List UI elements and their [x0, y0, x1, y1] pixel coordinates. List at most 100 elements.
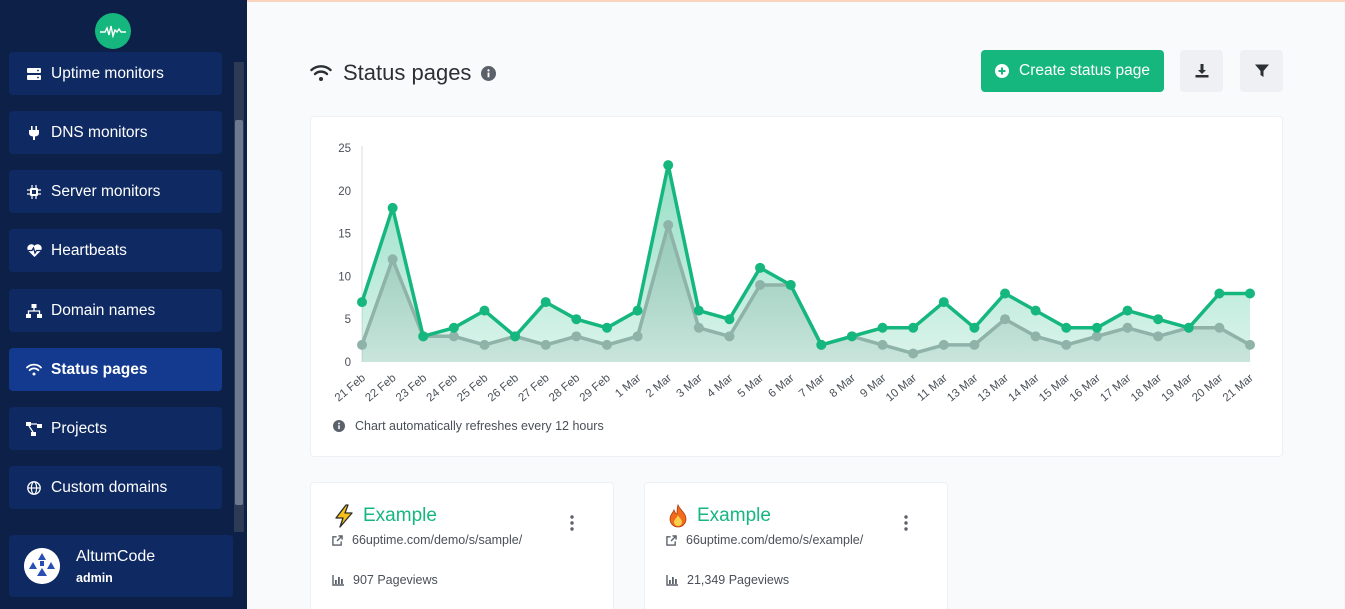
chart-note-text: Chart automatically refreshes every 12 h… [355, 419, 604, 433]
y-tick-label: 25 [338, 143, 351, 155]
x-tick-label: 6 Mar [766, 372, 796, 400]
series-1-point [1061, 339, 1072, 350]
series-0-point [632, 305, 643, 316]
more-vertical-icon[interactable] [569, 515, 575, 531]
status-page-url-text: 66uptime.com/demo/s/example/ [686, 533, 864, 547]
status-page-card: Example 66uptime.com/demo/s/sample/ 907 … [310, 482, 614, 609]
y-tick-label: 10 [338, 271, 351, 283]
status-page-url[interactable]: 66uptime.com/demo/s/example/ [666, 533, 863, 547]
pageviews-text: 21,349 Pageviews [687, 573, 790, 587]
create-status-page-button[interactable]: Create status page [981, 50, 1164, 92]
series-0-point [601, 322, 612, 333]
series-0-point [540, 297, 551, 308]
create-status-page-label: Create status page [1019, 62, 1150, 79]
series-0-area [362, 165, 1250, 362]
y-tick-label: 0 [345, 357, 351, 369]
microchip-icon [26, 184, 42, 200]
series-1-point [1122, 322, 1133, 333]
series-0-point [418, 331, 429, 342]
plus-circle-icon [995, 64, 1009, 78]
series-1-point [479, 339, 490, 350]
x-tick-label: 5 Mar [736, 372, 766, 400]
series-1-point [540, 339, 551, 350]
logo-heartbeat-icon[interactable] [95, 13, 131, 49]
sidebar-item-uptime-monitors[interactable]: Uptime monitors [9, 52, 222, 95]
globe-icon [26, 480, 42, 496]
wifi-icon [26, 362, 42, 378]
x-tick-label: 15 Mar [1037, 372, 1072, 404]
x-tick-label: 24 Feb [425, 372, 460, 404]
series-0-point [1183, 322, 1194, 333]
series-0-point [357, 297, 367, 308]
series-0-line [360, 163, 1250, 347]
fire-icon [669, 504, 687, 528]
download-button[interactable] [1180, 50, 1223, 92]
x-tick-label: 14 Mar [1006, 372, 1041, 404]
status-page-title[interactable]: Example [697, 505, 771, 526]
sidebar-item-projects[interactable]: Projects [9, 407, 222, 450]
x-tick-label: 17 Mar [1098, 372, 1133, 404]
plug-icon [26, 125, 42, 141]
series-1-point [448, 331, 459, 342]
series-1-point [1245, 339, 1255, 350]
external-link-icon [666, 534, 677, 546]
status-page-title[interactable]: Example [363, 505, 437, 526]
user-name: AltumCode [76, 548, 156, 565]
scrollbar-thumb[interactable] [235, 120, 243, 505]
sidebar-item-label: Server monitors [51, 182, 161, 200]
status-page-url-text: 66uptime.com/demo/s/sample/ [352, 533, 523, 547]
series-0-point [1153, 314, 1164, 325]
sidebar-item-status-pages[interactable]: Status pages [9, 348, 222, 391]
series-1-point [908, 348, 919, 359]
page-header: Status pages [310, 58, 497, 88]
x-tick-label: 16 Mar [1068, 372, 1103, 404]
status-page-card: Example 66uptime.com/demo/s/example/ 21,… [644, 482, 948, 609]
sidebar-item-label: Projects [51, 419, 107, 437]
series-0-point [571, 314, 582, 325]
external-link-icon [332, 534, 343, 546]
x-tick-label: 7 Mar [797, 372, 827, 400]
more-vertical-icon[interactable] [903, 515, 909, 531]
x-tick-label: 1 Mar [613, 372, 643, 400]
sidebar-item-domain-names[interactable]: Domain names [9, 289, 222, 332]
sidebar-item-server-monitors[interactable]: Server monitors [9, 170, 222, 213]
sidebar-item-dns-monitors[interactable]: DNS monitors [9, 111, 222, 154]
x-tick-label: 26 Feb [486, 372, 521, 404]
filter-button[interactable] [1240, 50, 1283, 92]
series-1-area [362, 225, 1250, 362]
x-tick-label: 3 Mar [675, 372, 705, 400]
x-tick-label: 29 Feb [578, 372, 613, 404]
series-1-point [601, 339, 612, 350]
x-tick-label: 28 Feb [547, 372, 582, 404]
y-tick-label: 5 [345, 314, 351, 326]
pageviews-text: 907 Pageviews [353, 573, 438, 587]
info-icon [333, 420, 345, 432]
series-0-point [1030, 305, 1041, 316]
series-1-point [632, 331, 643, 342]
user-menu[interactable]: AltumCode admin [9, 535, 233, 597]
sidebar-item-custom-domains[interactable]: Custom domains [9, 466, 222, 509]
series-1-point [1000, 314, 1011, 325]
x-tick-label: 21 Mar [1221, 372, 1256, 404]
avatar [24, 548, 60, 584]
x-tick-label: 27 Feb [517, 372, 552, 404]
series-1-point [877, 339, 888, 350]
x-tick-label: 11 Mar [915, 372, 950, 404]
series-1-point [357, 339, 367, 350]
sidebar-scrollbar[interactable] [234, 62, 244, 532]
chart-bar-icon [332, 574, 344, 586]
status-page-url[interactable]: 66uptime.com/demo/s/sample/ [332, 533, 522, 547]
x-tick-label: 13 Mar [945, 372, 980, 404]
series-0-point [908, 322, 919, 333]
x-tick-label: 10 Mar [884, 372, 919, 404]
x-tick-label: 19 Mar [1160, 372, 1195, 404]
series-0-point [448, 322, 459, 333]
wifi-icon [310, 65, 332, 81]
server-icon [26, 66, 42, 82]
info-icon[interactable] [481, 65, 497, 81]
series-0-point [1091, 322, 1102, 333]
status-page-pageviews: 907 Pageviews [332, 573, 438, 587]
sidebar-item-heartbeats[interactable]: Heartbeats [9, 229, 222, 272]
status-page-pageviews: 21,349 Pageviews [666, 573, 789, 587]
series-0-point [387, 202, 398, 213]
